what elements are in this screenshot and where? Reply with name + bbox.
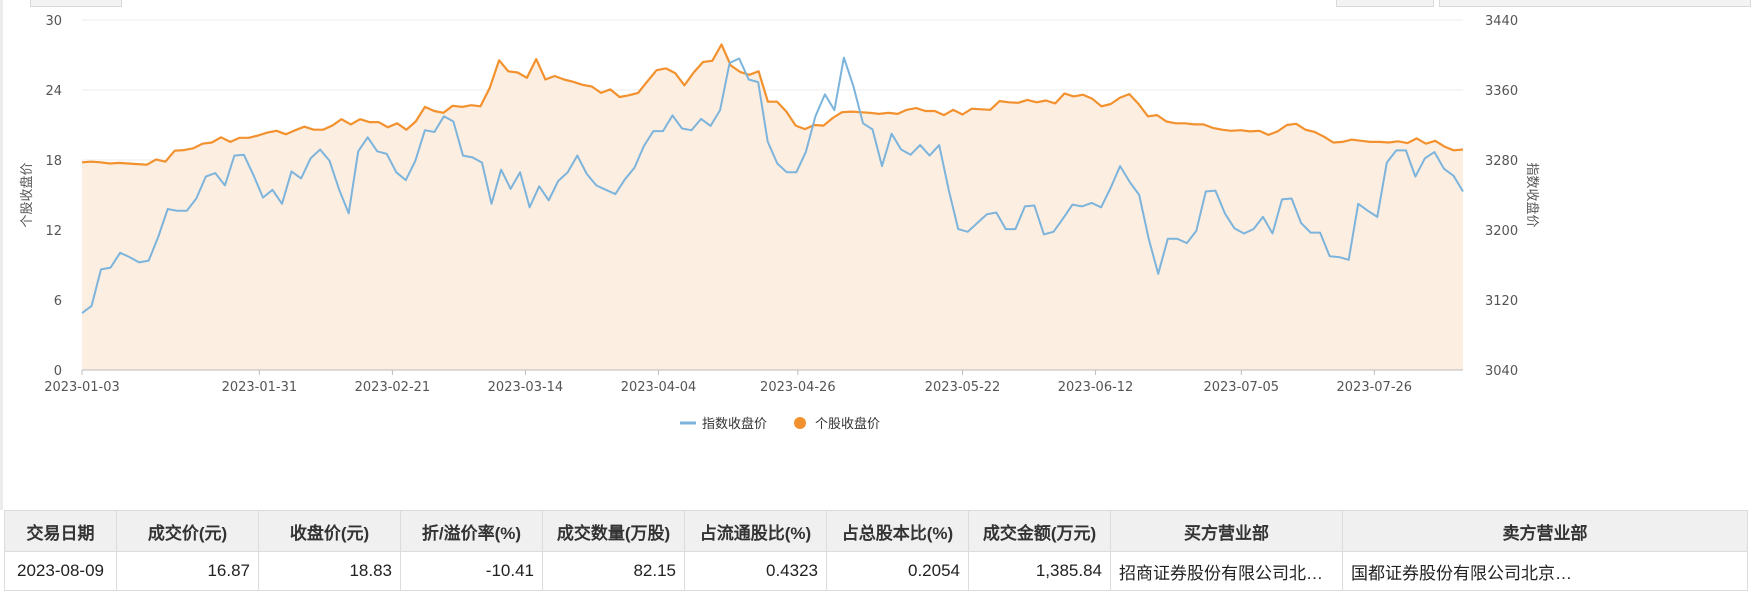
cell-seller[interactable]: 国都证券股份有限公司北京… <box>1342 551 1748 591</box>
table-header-row: 交易日期 成交价(元) 收盘价(元) 折/溢价率(%) 成交数量(万股) 占流通… <box>4 510 1748 552</box>
price-line-chart: 0 6 12 18 24 30 3040 3120 3200 3280 3360 3440 2023… <box>19 14 1540 432</box>
col-header-amount[interactable]: 成交金额(万元) <box>968 510 1111 552</box>
left-tick-label: 24 <box>45 84 62 99</box>
right-tick-label: 3200 <box>1485 224 1518 239</box>
cell-amount: 1,385.84 <box>968 551 1111 591</box>
cell-premium-rate: -10.41 <box>400 551 543 591</box>
left-tick-label: 12 <box>45 224 62 239</box>
x-tick-label: 2023-06-12 <box>1058 380 1134 395</box>
right-axis-ticks: 3040 3120 3200 3280 3360 3440 <box>1485 14 1518 379</box>
right-axis-label: 指数收盘价 <box>1524 162 1540 227</box>
x-tick-label: 2023-04-26 <box>760 380 836 395</box>
x-tick-label: 2023-02-21 <box>355 380 431 395</box>
col-header-volume[interactable]: 成交数量(万股) <box>542 510 685 552</box>
left-tick-label: 6 <box>54 294 62 309</box>
index-price-line <box>81 56 1464 314</box>
cell-deal-price: 16.87 <box>116 551 259 591</box>
x-tick-label: 2023-07-05 <box>1203 380 1279 395</box>
stock-price-line <box>81 43 1464 166</box>
x-tick-label: 2023-05-22 <box>925 380 1001 395</box>
left-tick-label: 0 <box>54 364 62 379</box>
right-tick-label: 3040 <box>1485 364 1518 379</box>
x-tick-label: 2023-01-03 <box>44 380 120 395</box>
col-header-date[interactable]: 交易日期 <box>4 510 117 552</box>
col-header-close-price[interactable]: 收盘价(元) <box>258 510 401 552</box>
cell-date: 2023-08-09 <box>4 551 117 591</box>
toolbar-button-1[interactable] <box>1336 0 1434 7</box>
chart-legend: 指数收盘价 个股收盘价 <box>680 416 880 432</box>
col-header-premium-rate[interactable]: 折/溢价率(%) <box>400 510 543 552</box>
cell-float-ratio: 0.4323 <box>684 551 827 591</box>
col-header-total-ratio[interactable]: 占总股本比(%) <box>826 510 969 552</box>
left-tick-label: 30 <box>45 14 62 29</box>
x-tick-label: 2023-07-26 <box>1337 380 1413 395</box>
right-tick-label: 3440 <box>1485 14 1518 29</box>
cell-total-ratio: 0.2054 <box>826 551 969 591</box>
legend-label-stock: 个股收盘价 <box>815 416 880 432</box>
table-row: 2023-08-09 16.87 18.83 -10.41 82.15 0.43… <box>4 551 1748 591</box>
x-tick-label: 2023-03-14 <box>488 380 564 395</box>
right-tick-label: 3360 <box>1485 84 1518 99</box>
left-tick-label: 18 <box>45 154 62 169</box>
cell-buyer[interactable]: 招商证券股份有限公司北京北… <box>1110 551 1343 591</box>
col-header-deal-price[interactable]: 成交价(元) <box>116 510 259 552</box>
right-tick-label: 3280 <box>1485 154 1518 169</box>
panel-left-border <box>0 0 3 510</box>
x-tick-label: 2023-01-31 <box>222 380 298 395</box>
stock-price-area <box>82 44 1463 370</box>
toolbar-tab-left <box>30 0 122 7</box>
cell-close-price: 18.83 <box>258 551 401 591</box>
legend-label-index: 指数收盘价 <box>702 416 767 432</box>
block-trade-table: 交易日期 成交价(元) 收盘价(元) 折/溢价率(%) 成交数量(万股) 占流通… <box>4 510 1748 591</box>
left-axis-label: 个股收盘价 <box>19 162 35 227</box>
x-axis-ticks: 2023-01-03 2023-01-31 2023-02-21 2023-03-14… <box>44 369 1463 395</box>
col-header-float-ratio[interactable]: 占流通股比(%) <box>684 510 827 552</box>
col-header-buyer[interactable]: 买方营业部 <box>1110 510 1343 552</box>
x-tick-label: 2023-04-04 <box>621 380 697 395</box>
right-tick-label: 3120 <box>1485 294 1518 309</box>
col-header-seller[interactable]: 卖方营业部 <box>1342 510 1748 552</box>
cell-volume: 82.15 <box>542 551 685 591</box>
left-axis-ticks: 0 6 12 18 24 30 <box>45 14 62 379</box>
legend-dot-icon <box>794 417 806 429</box>
